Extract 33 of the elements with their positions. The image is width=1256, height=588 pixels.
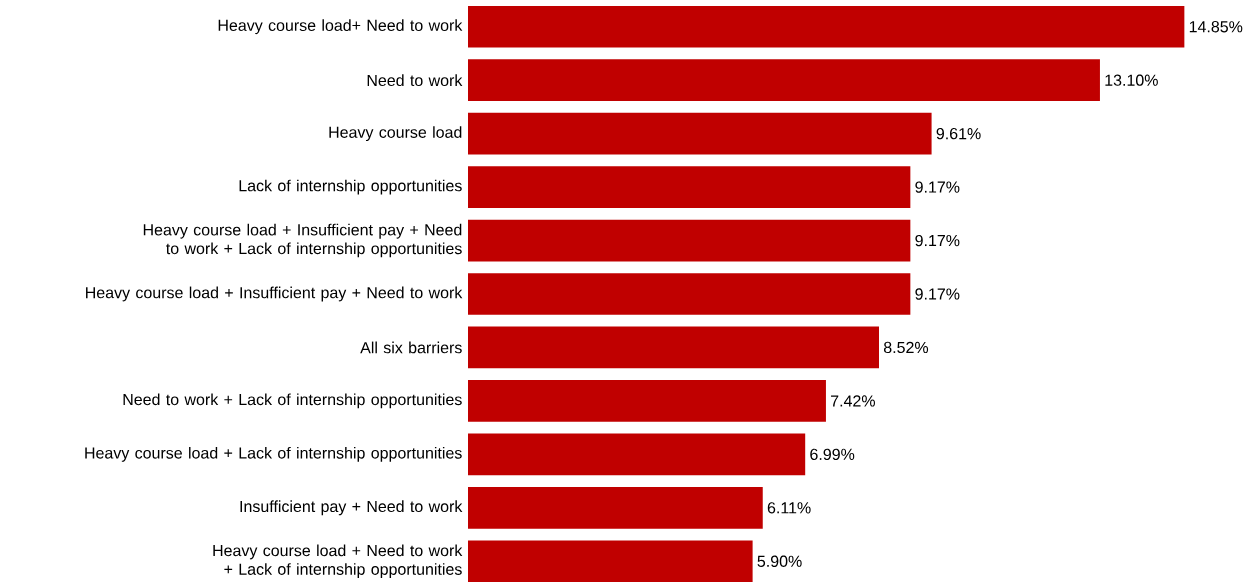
data-label: 9.17%	[915, 288, 960, 300]
bar	[468, 112, 932, 155]
data-label: 9.17%	[915, 234, 960, 247]
bar	[468, 219, 911, 262]
y-tick-label: Heavy course load + Lack of internship opportunities	[85, 446, 462, 462]
bar	[468, 5, 1185, 48]
data-label: 6.11%	[767, 502, 811, 514]
data-label: 13.10%	[1105, 74, 1158, 86]
y-tick-label: Insufficient pay + Need to work	[240, 500, 463, 516]
y-tick-label: Need to work	[367, 74, 463, 87]
bar	[468, 166, 911, 208]
bar	[468, 540, 753, 583]
y-tick-label: Heavy course load	[329, 126, 462, 142]
data-label: 9.61%	[936, 127, 981, 140]
y-tick-label: Lack of internship opportunities	[239, 179, 462, 195]
data-label: 6.99%	[810, 448, 855, 461]
data-label: 8.52%	[883, 341, 929, 354]
y-tick-label: Heavy course load + Insufficient pay + Need to work	[86, 286, 463, 302]
data-label: 5.90%	[757, 555, 802, 567]
bar	[468, 273, 911, 315]
bar	[468, 59, 1100, 102]
bar	[468, 433, 806, 476]
y-tick-label: Heavy course load + Need to work + Lack of internship opportunities	[213, 544, 463, 579]
y-tick-label: Heavy course load+ Need to work	[218, 19, 463, 35]
bar	[468, 486, 763, 529]
data-label: 7.42%	[831, 395, 875, 407]
y-tick-label: Need to work + Lack of internship opportunities	[123, 393, 462, 409]
bar	[468, 326, 879, 369]
y-tick-label: All six barriers	[360, 341, 462, 354]
data-label: 9.17%	[915, 181, 960, 193]
bar	[468, 380, 826, 422]
y-tick-label: Heavy course load + Insufficient pay + Need to work + Lack of internship opportunities	[143, 223, 462, 258]
data-label: 14.85%	[1189, 21, 1243, 33]
